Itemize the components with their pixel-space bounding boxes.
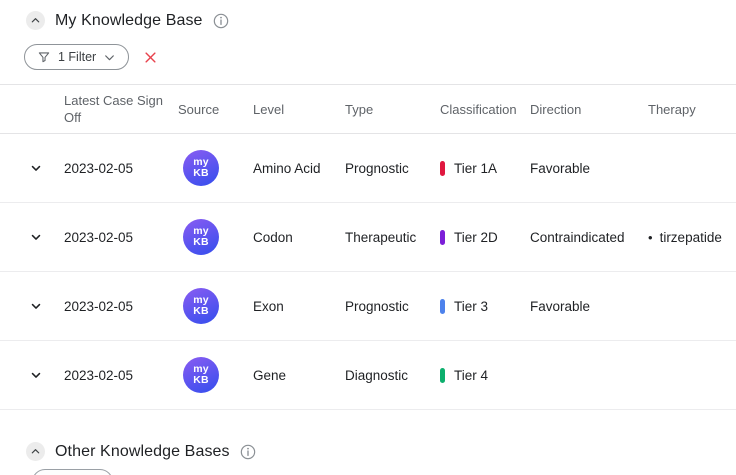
- my-kb-section-header: My Knowledge Base: [26, 11, 229, 30]
- badge-line2: KB: [193, 374, 209, 386]
- filter-count-label: 1 Filter: [58, 50, 97, 64]
- level-cell: Gene: [253, 367, 287, 383]
- source-cell: my KB: [178, 219, 253, 255]
- classification-cell: Tier 3: [440, 298, 530, 314]
- mykb-source-badge: my KB: [183, 288, 219, 324]
- therapy-bullet: •: [648, 229, 653, 245]
- level-cell: Codon: [253, 229, 293, 245]
- table-header-row: Latest Case Sign Off Source Level Type C…: [0, 84, 736, 134]
- header-level: Level: [253, 101, 285, 117]
- table-row: 2023-02-05 my KB Exon Prognostic Tier 3 …: [0, 272, 736, 341]
- table-row: 2023-02-05 my KB Amino Acid Prognostic T…: [0, 134, 736, 203]
- classification-cell: Tier 4: [440, 367, 530, 383]
- other-kb-filter-button-partial[interactable]: [32, 469, 113, 475]
- row-expand-chevron-icon[interactable]: [29, 299, 43, 313]
- source-cell: my KB: [178, 150, 253, 186]
- therapy-label: tirzepatide: [659, 229, 722, 245]
- level-cell: Exon: [253, 298, 284, 314]
- source-cell: my KB: [178, 357, 253, 393]
- type-cell: Prognostic: [345, 160, 409, 176]
- row-expand-chevron-icon[interactable]: [29, 368, 43, 382]
- row-expand-chevron-icon[interactable]: [29, 230, 43, 244]
- row-expand-chevron-icon[interactable]: [29, 161, 43, 175]
- header-direction: Direction: [530, 101, 582, 117]
- type-cell: Therapeutic: [345, 229, 417, 245]
- other-kb-section-header: Other Knowledge Bases: [26, 442, 256, 461]
- badge-line1: my: [193, 294, 209, 306]
- type-cell: Prognostic: [345, 298, 409, 314]
- tier-label: Tier 2D: [454, 229, 498, 245]
- header-source: Source: [178, 101, 220, 117]
- level-cell: Amino Acid: [253, 160, 321, 176]
- table-body: 2023-02-05 my KB Amino Acid Prognostic T…: [0, 134, 736, 410]
- sign-off-date-cell: 2023-02-05: [64, 229, 134, 245]
- tier-color-indicator: [440, 229, 445, 245]
- table-row: 2023-02-05 my KB Gene Diagnostic Tier 4 …: [0, 341, 736, 410]
- other-kb-section-title: Other Knowledge Bases: [55, 442, 230, 460]
- my-kb-collapse-button[interactable]: [26, 11, 45, 30]
- header-therapy: Therapy: [648, 101, 696, 117]
- sign-off-date-cell: 2023-02-05: [64, 298, 134, 314]
- clear-filter-icon[interactable]: [143, 50, 158, 65]
- mykb-source-badge: my KB: [183, 150, 219, 186]
- chevron-down-icon: [105, 54, 115, 60]
- tier-label: Tier 4: [454, 367, 489, 383]
- mykb-source-badge: my KB: [183, 219, 219, 255]
- tier-color-indicator: [440, 367, 445, 383]
- other-kb-collapse-button[interactable]: [26, 442, 45, 461]
- direction-cell: Favorable: [530, 298, 591, 314]
- badge-line1: my: [193, 156, 209, 168]
- direction-cell: Favorable: [530, 160, 591, 176]
- filter-dropdown-button[interactable]: 1 Filter: [24, 44, 130, 70]
- my-kb-section-title: My Knowledge Base: [55, 11, 203, 29]
- info-icon[interactable]: [240, 444, 256, 460]
- tier-color-indicator: [440, 160, 445, 176]
- chevron-up-icon: [31, 449, 40, 454]
- classification-cell: Tier 2D: [440, 229, 530, 245]
- therapy-cell: • tirzepatide: [648, 230, 736, 245]
- badge-line2: KB: [193, 236, 209, 248]
- expand-cell: [24, 230, 64, 244]
- direction-cell: Contraindicated: [530, 229, 625, 245]
- badge-line1: my: [193, 363, 209, 375]
- info-icon[interactable]: [213, 13, 229, 29]
- badge-line2: KB: [193, 167, 209, 179]
- filter-bar: 1 Filter: [24, 44, 158, 70]
- badge-line2: KB: [193, 305, 209, 317]
- therapy-content: • tirzepatide: [648, 230, 726, 245]
- expand-cell: [24, 161, 64, 175]
- classification-cell: Tier 1A: [440, 160, 530, 176]
- mykb-source-badge: my KB: [183, 357, 219, 393]
- sign-off-date-cell: 2023-02-05: [64, 160, 134, 176]
- filter-funnel-icon: [38, 52, 50, 63]
- source-cell: my KB: [178, 288, 253, 324]
- sign-off-date-cell: 2023-02-05: [64, 367, 134, 383]
- type-cell: Diagnostic: [345, 367, 409, 383]
- badge-line1: my: [193, 225, 209, 237]
- expand-cell: [24, 299, 64, 313]
- header-classification: Classification: [440, 101, 517, 117]
- tier-color-indicator: [440, 298, 445, 314]
- chevron-up-icon: [31, 18, 40, 23]
- header-latest-case-sign-off: Latest Case Sign Off: [64, 93, 164, 125]
- tier-label: Tier 1A: [454, 160, 498, 176]
- table-row: 2023-02-05 my KB Codon Therapeutic Tier …: [0, 203, 736, 272]
- expand-cell: [24, 368, 64, 382]
- header-type: Type: [345, 101, 374, 117]
- knowledge-base-table: Latest Case Sign Off Source Level Type C…: [0, 84, 736, 410]
- tier-label: Tier 3: [454, 298, 489, 314]
